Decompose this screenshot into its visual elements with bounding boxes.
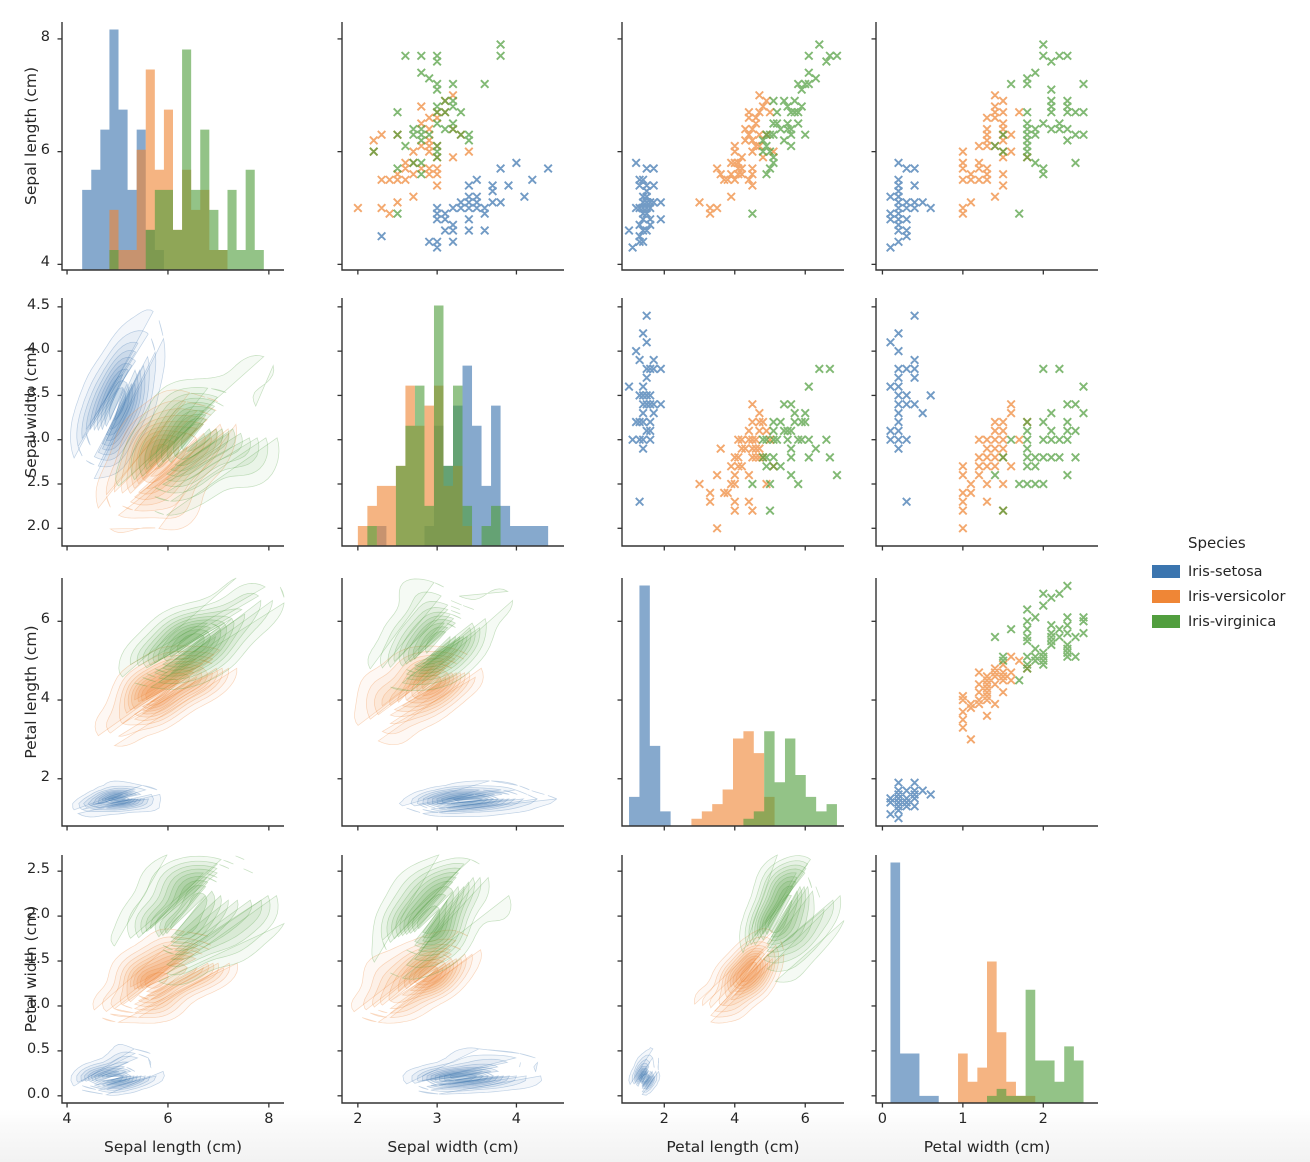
ytick-label-sepal_length: 4	[40, 254, 50, 271]
legend-swatch-icon	[1152, 565, 1180, 578]
ytick-label-petal_width: 1.5	[26, 951, 50, 968]
ytick-label-sepal_width: 3.0	[26, 429, 50, 446]
ytick-label-petal_length: 6	[40, 611, 50, 628]
pair-panel-sepal_width-vs-sepal_length-kde	[57, 298, 284, 551]
ytick-label-sepal_width: 3.5	[26, 385, 50, 402]
xtick-label-petal_width: 2	[1038, 1111, 1048, 1127]
legend-title: Species	[1188, 534, 1246, 552]
ytick-label-petal_width: 2.0	[26, 906, 50, 923]
legend-swatch-icon	[1152, 615, 1180, 628]
pair-panel-petal_length-vs-petal_length-hist	[617, 578, 844, 831]
ytick-label-sepal_width: 4.0	[26, 341, 50, 358]
pair-panel-sepal_length-vs-petal_length-scatter	[617, 22, 844, 275]
ytick-label-sepal_width: 4.5	[26, 296, 50, 313]
pair-panel-petal_length-vs-petal_width-scatter	[871, 578, 1098, 831]
pair-panel-sepal_length-vs-sepal_length-hist	[57, 22, 284, 275]
xaxis-label-sepal_width: Sepal width (cm)	[387, 1138, 519, 1156]
xtick-label-petal_width: 1	[958, 1111, 968, 1127]
legend-item-iris-virginica[interactable]: Iris-virginica	[1152, 609, 1285, 634]
xtick-label-sepal_length: 6	[163, 1111, 173, 1127]
xtick-label-sepal_length: 4	[62, 1111, 72, 1127]
ytick-label-petal_width: 0.0	[26, 1085, 50, 1102]
pair-panel-petal_length-vs-sepal_width-kde	[337, 578, 564, 831]
ytick-label-sepal_width: 2.0	[26, 518, 50, 535]
yaxis-label-sepal_width: Sepal width (cm)	[22, 346, 40, 478]
legend-label: Iris-setosa	[1188, 563, 1263, 580]
xtick-label-sepal_length: 8	[264, 1111, 274, 1127]
legend-label: Iris-virginica	[1188, 613, 1277, 630]
yaxis-label-sepal_length: Sepal length (cm)	[22, 67, 40, 205]
ytick-label-petal_length: 4	[40, 690, 50, 707]
pair-panel-petal_width-vs-sepal_length-kde	[57, 854, 285, 1108]
xtick-label-petal_length: 2	[659, 1111, 669, 1127]
legend-item-iris-versicolor[interactable]: Iris-versicolor	[1152, 584, 1285, 609]
xaxis-label-petal_width: Petal width (cm)	[923, 1138, 1051, 1156]
legend: Species Iris-setosa Iris-versicolor Iris-vi…	[1152, 534, 1285, 634]
ytick-label-petal_width: 0.5	[26, 1040, 50, 1057]
ytick-label-petal_width: 2.5	[26, 861, 50, 878]
pair-panel-petal_width-vs-petal_length-kde	[617, 854, 845, 1108]
pair-panel-sepal_length-vs-petal_width-scatter	[871, 22, 1098, 275]
legend-label: Iris-versicolor	[1188, 588, 1286, 605]
xaxis-label-sepal_length: Sepal length (cm)	[104, 1138, 242, 1156]
pair-panel-sepal_length-vs-sepal_width-scatter	[337, 22, 564, 275]
xtick-label-sepal_width: 2	[353, 1111, 363, 1127]
ytick-label-sepal_width: 2.5	[26, 474, 50, 490]
ytick-label-sepal_length: 8	[40, 28, 50, 45]
ytick-label-petal_width: 1.0	[26, 995, 50, 1012]
pair-panel-petal_width-vs-petal_width-hist	[871, 855, 1098, 1108]
pair-panel-sepal_width-vs-sepal_width-hist	[337, 298, 564, 551]
pair-panel-petal_width-vs-sepal_width-kde	[337, 854, 564, 1108]
xtick-label-petal_length: 4	[730, 1111, 740, 1127]
pair-panel-petal_length-vs-sepal_length-kde	[57, 577, 285, 831]
xaxis-label-petal_length: Petal length (cm)	[666, 1138, 800, 1156]
yaxis-label-petal_width: Petal width (cm)	[22, 905, 40, 1033]
yaxis-label-petal_length: Petal length (cm)	[22, 625, 40, 759]
pair-panel-sepal_width-vs-petal_width-scatter	[871, 298, 1098, 551]
ytick-label-sepal_length: 6	[40, 141, 50, 158]
xtick-label-sepal_width: 4	[511, 1111, 522, 1127]
legend-item-iris-setosa[interactable]: Iris-setosa	[1152, 559, 1285, 584]
pair-panel-sepal_width-vs-petal_length-scatter	[617, 298, 844, 551]
ytick-label-petal_length: 2	[40, 768, 50, 785]
xtick-label-sepal_width: 3	[432, 1111, 442, 1127]
xtick-label-petal_width: 0	[877, 1111, 888, 1127]
legend-swatch-icon	[1152, 590, 1180, 603]
xtick-label-petal_length: 6	[800, 1111, 810, 1127]
